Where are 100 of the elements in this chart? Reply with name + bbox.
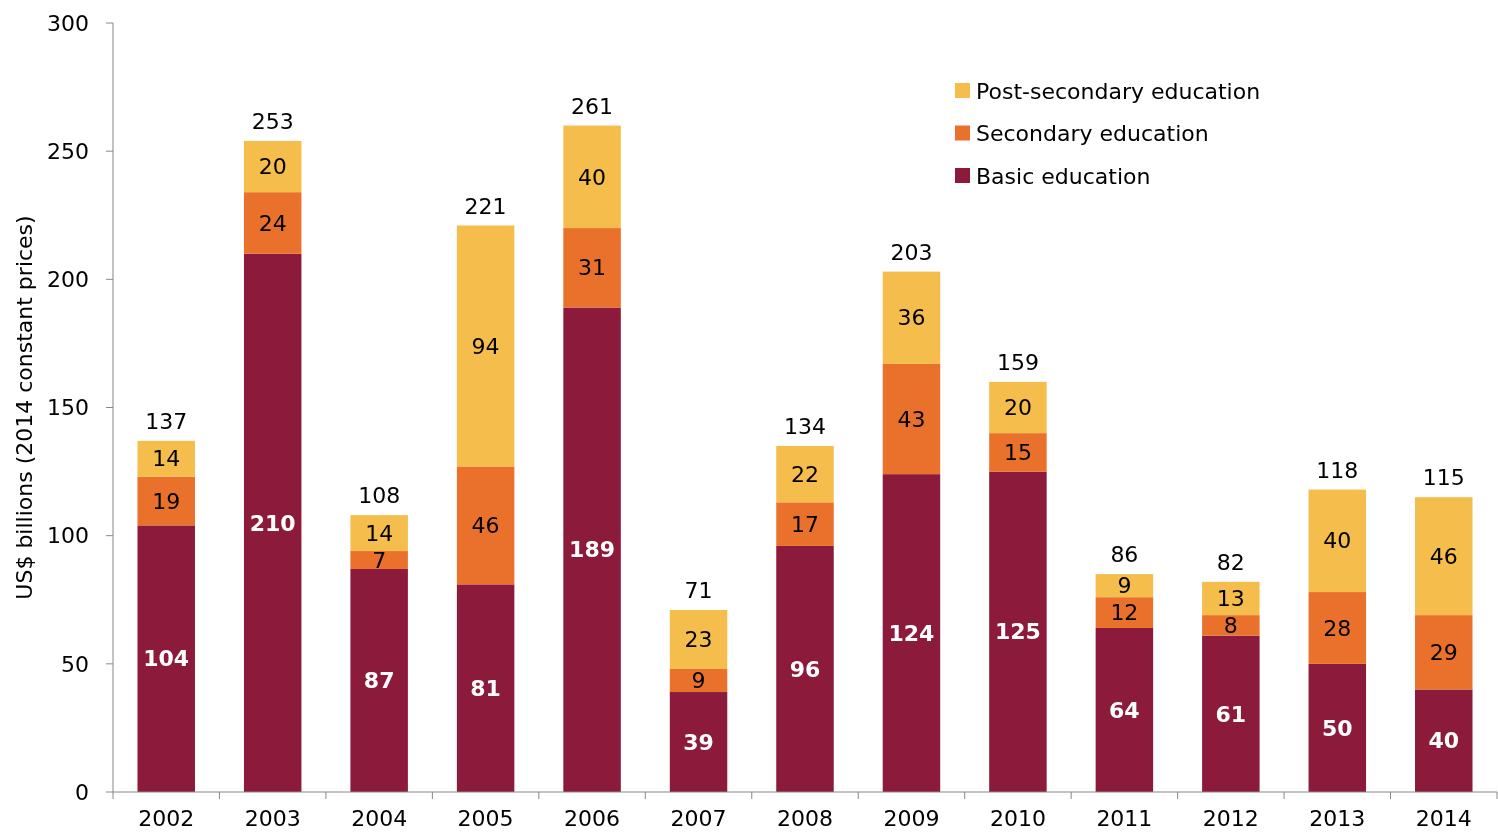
legend-label: Basic education [976,163,1151,189]
bar [989,433,1047,472]
data-label: 8 [1223,613,1238,639]
data-label: 125 [994,619,1041,645]
bar [776,502,834,546]
y-axis-title: US$ billions (2014 constant prices) [12,215,37,600]
bar [350,568,408,792]
total-label: 134 [784,413,826,439]
data-label: 50 [1322,715,1353,741]
x-tick-label: 2009 [883,806,940,831]
bar [882,363,941,475]
data-label: 210 [249,510,296,536]
data-label: 22 [791,461,819,487]
total-label: 221 [464,193,507,219]
data-label: 14 [152,446,181,472]
data-label: 81 [470,675,501,701]
x-tick-label: 2014 [1415,806,1472,831]
data-label: 7 [372,547,387,573]
total-label: 108 [358,483,401,509]
data-label: 17 [791,511,819,537]
total-label: 86 [1110,542,1139,568]
bar [1308,489,1367,593]
bar [137,476,195,526]
total-label: 137 [145,408,188,434]
y-tick-label: 0 [75,779,89,805]
data-label: 14 [365,520,394,546]
bar [243,192,302,254]
bar [776,445,834,503]
bar [989,381,1047,434]
bar [1415,615,1473,690]
data-label: 24 [258,210,287,236]
data-label: 87 [363,668,395,694]
bar [776,545,834,792]
data-label: 124 [888,620,935,646]
bar [1095,597,1154,628]
data-label: 19 [152,488,181,514]
data-label: 36 [897,305,926,331]
total-label: 159 [996,349,1039,375]
x-tick-label: 2008 [777,806,833,831]
x-tick-label: 2004 [351,806,408,831]
data-label: 189 [569,537,616,563]
bar [1095,574,1154,598]
data-label: 61 [1215,701,1247,727]
data-label: 20 [1003,395,1032,421]
bar [1202,635,1260,792]
data-label: 94 [471,333,500,359]
total-label: 118 [1316,457,1359,483]
total-label: 203 [890,239,933,265]
bar [243,253,302,792]
data-label: 40 [1323,528,1352,554]
data-label: 40 [1428,728,1460,754]
data-label: 13 [1216,586,1245,612]
data-label: 46 [1429,543,1458,569]
data-label: 96 [789,656,821,682]
x-tick-label: 2012 [1202,806,1259,831]
data-label: 23 [684,627,713,653]
bar [1415,497,1473,616]
bar [350,551,408,569]
data-label: 9 [691,668,706,694]
bar [563,125,621,229]
bar [350,515,408,552]
total-label: 253 [251,108,294,134]
data-label: 15 [1003,440,1032,466]
bar [1308,592,1367,664]
y-tick-label: 150 [47,395,89,421]
x-tick-label: 2003 [244,806,301,831]
x-tick-label: 2006 [564,806,621,831]
y-tick-label: 200 [47,267,89,293]
bar [1415,689,1473,792]
x-tick-label: 2002 [138,806,195,831]
x-tick-label: 2007 [670,806,727,831]
data-label: 39 [683,729,714,755]
bar [563,307,621,792]
x-tick-label: 2011 [1096,806,1153,831]
x-tick-label: 2013 [1309,806,1366,831]
bar [882,474,941,792]
bar [456,466,515,585]
data-label: 104 [143,646,190,672]
total-label: 71 [684,578,713,603]
data-label: 40 [578,164,607,190]
bar [1095,627,1154,792]
x-tick-label: 2010 [989,806,1046,831]
bar [669,668,728,693]
bar [882,271,941,364]
legend-label: Secondary education [976,121,1209,147]
bar [669,610,728,669]
bar [1202,615,1260,636]
data-label: 20 [258,154,287,180]
total-label: 261 [571,93,614,119]
data-label: 29 [1429,640,1458,665]
total-label: 115 [1422,465,1465,491]
bar [563,228,621,308]
x-tick-label: 2005 [457,806,514,831]
bar [669,692,728,792]
y-tick-label: 100 [47,523,89,549]
bar [137,525,195,792]
y-tick-label: 250 [47,138,89,164]
data-label: 64 [1109,697,1140,723]
bar [456,225,515,467]
y-tick-label: 50 [61,651,89,677]
